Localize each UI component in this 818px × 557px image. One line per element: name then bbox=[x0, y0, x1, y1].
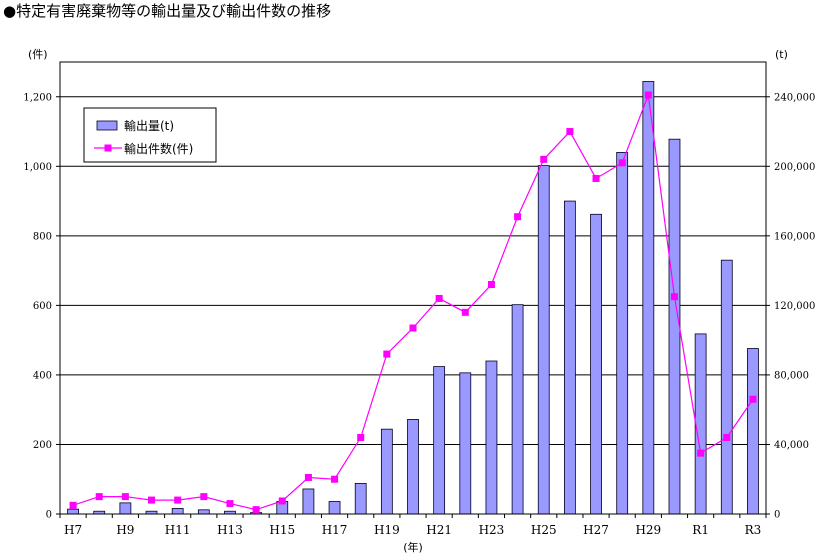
x-tick-label: R3 bbox=[745, 523, 762, 537]
y-left-tick-label: 600 bbox=[33, 301, 52, 312]
x-tick-label: R1 bbox=[692, 523, 709, 537]
bar bbox=[485, 360, 498, 515]
bar bbox=[380, 428, 393, 515]
line-point bbox=[723, 434, 731, 442]
x-tick-label: H23 bbox=[479, 523, 505, 537]
y-right-tick-label: 0 bbox=[774, 510, 780, 521]
bar bbox=[563, 200, 576, 515]
line-point bbox=[566, 128, 574, 136]
bar bbox=[720, 259, 733, 515]
y-right-tick-label: 160,000 bbox=[774, 231, 815, 242]
bar bbox=[537, 165, 550, 515]
x-tick-label: H7 bbox=[64, 523, 82, 537]
y-right-tick-label: 200,000 bbox=[774, 162, 815, 173]
line-point bbox=[487, 281, 495, 289]
y-right-unit: (t) bbox=[775, 48, 788, 61]
line-point bbox=[331, 475, 339, 483]
bar bbox=[328, 501, 341, 515]
y-left-tick-label: 0 bbox=[46, 510, 52, 521]
bar bbox=[171, 508, 184, 515]
bar bbox=[302, 488, 315, 515]
line-point bbox=[278, 497, 286, 505]
plot-frame bbox=[59, 61, 767, 515]
line-point bbox=[252, 506, 260, 514]
y-right-tick-label: 120,000 bbox=[774, 301, 815, 312]
y-left-tick-label: 1,000 bbox=[23, 162, 52, 173]
x-tick-label: H11 bbox=[165, 523, 191, 537]
x-axis-unit: (年) bbox=[403, 540, 423, 554]
line-point bbox=[174, 496, 182, 504]
bar bbox=[354, 483, 367, 515]
bar bbox=[590, 213, 602, 515]
bar bbox=[642, 81, 655, 515]
bar bbox=[668, 138, 681, 515]
x-tick-label: H17 bbox=[322, 523, 348, 537]
bar bbox=[616, 151, 629, 515]
legend-label-bar: 輸出量(t) bbox=[124, 118, 174, 133]
line-point bbox=[69, 501, 77, 509]
y-right-tick-label: 240,000 bbox=[774, 92, 815, 103]
x-tick-label: H15 bbox=[269, 523, 295, 537]
bar bbox=[459, 372, 472, 515]
line-point bbox=[435, 294, 443, 302]
bar bbox=[67, 508, 79, 515]
line-point bbox=[304, 473, 312, 481]
line-point bbox=[383, 350, 391, 358]
y-right-tick-label: 40,000 bbox=[774, 440, 809, 451]
line-point bbox=[95, 493, 103, 501]
line-point bbox=[749, 395, 757, 403]
bar bbox=[407, 419, 419, 515]
line-point bbox=[409, 324, 417, 332]
x-tick-label: H19 bbox=[374, 523, 400, 537]
y-left-tick-label: 800 bbox=[33, 231, 52, 242]
bar bbox=[197, 509, 210, 515]
legend-line-marker bbox=[104, 144, 112, 152]
line-point bbox=[357, 434, 365, 442]
line-point bbox=[148, 496, 156, 504]
line-point bbox=[670, 293, 678, 301]
chart-title: ●特定有害廃棄物等の輸出量及び輸出件数の推移 bbox=[3, 2, 332, 20]
legend-box bbox=[83, 107, 217, 163]
line-point bbox=[618, 159, 626, 167]
x-tick-label: H29 bbox=[635, 523, 661, 537]
legend-bar-swatch bbox=[96, 120, 118, 131]
line-point bbox=[644, 91, 652, 99]
line-point bbox=[121, 493, 129, 501]
y-right-tick-label: 80,000 bbox=[774, 370, 809, 381]
x-tick-label: H21 bbox=[426, 523, 452, 537]
legend-label-line: 輸出件数(件) bbox=[124, 141, 193, 156]
bar bbox=[694, 333, 707, 515]
bar bbox=[511, 304, 524, 515]
bar bbox=[119, 502, 132, 515]
x-tick-label: H13 bbox=[217, 523, 243, 537]
y-left-tick-label: 400 bbox=[33, 370, 52, 381]
line-point bbox=[592, 174, 600, 182]
bar bbox=[747, 348, 759, 515]
y-left-tick-label: 200 bbox=[33, 440, 52, 451]
y-left-unit: (件) bbox=[28, 48, 48, 61]
line-point bbox=[540, 155, 548, 163]
line-point bbox=[514, 213, 522, 221]
y-left-tick-label: 1,200 bbox=[23, 92, 52, 103]
x-tick-label: H9 bbox=[116, 523, 134, 537]
line-point bbox=[200, 493, 208, 501]
bar bbox=[433, 366, 446, 515]
line-point bbox=[226, 500, 234, 508]
line-point bbox=[697, 449, 705, 457]
line-point bbox=[461, 308, 469, 316]
x-tick-label: H25 bbox=[531, 523, 557, 537]
x-tick-label: H27 bbox=[583, 523, 609, 537]
